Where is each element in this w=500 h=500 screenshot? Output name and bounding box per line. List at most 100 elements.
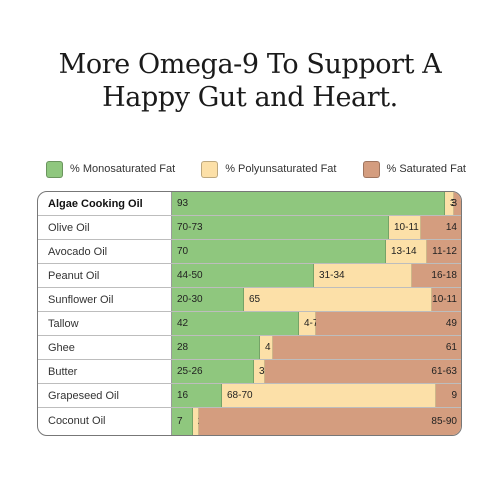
data-label-monosaturated: 16 — [177, 390, 189, 401]
bar-segment-saturated — [432, 288, 461, 312]
chart-title-line-1: More Omega-9 To Support A — [58, 49, 442, 80]
data-label-monosaturated: 28 — [177, 342, 189, 353]
bar-segment-monosaturated — [172, 240, 386, 264]
data-label-polyunsaturated: 65 — [249, 294, 261, 305]
legend-label-monosaturated: % Monosaturated Fat — [70, 163, 176, 175]
chart-row: Tallow 42 4-7 49 — [38, 312, 461, 336]
bar-segment-monosaturated — [172, 264, 314, 288]
data-label-monosaturated: 20-30 — [177, 294, 203, 305]
data-label-polyunsaturated: 31-34 — [319, 270, 345, 281]
row-label-separator — [171, 360, 172, 384]
bar-segment-polyunsaturated — [299, 312, 316, 336]
row-bars: 93 3 3 — [172, 192, 461, 216]
data-label-polyunsaturated: 4-7 — [304, 318, 319, 329]
bar-segment-polyunsaturated — [193, 408, 199, 435]
row-label-separator — [171, 192, 172, 216]
row-bars: 7285-90 — [172, 408, 461, 435]
bar-segment-polyunsaturated — [254, 360, 265, 384]
bar-segment-saturated — [265, 360, 461, 384]
bar-segment-polyunsaturated — [445, 192, 454, 216]
row-label: Avocado Oil — [48, 246, 108, 258]
bar-segment-polyunsaturated — [244, 288, 432, 312]
data-label-monosaturated: 44-50 — [177, 270, 203, 281]
row-divider — [38, 359, 461, 360]
row-label-separator — [171, 384, 172, 408]
bar-segment-polyunsaturated — [222, 384, 436, 408]
data-label-monosaturated: 25-26 — [177, 366, 203, 377]
row-label: Ghee — [48, 342, 75, 354]
legend-item-saturated: % Saturated Fat — [362, 160, 467, 178]
chart-row: Coconut Oil 7285-90 — [38, 408, 461, 435]
data-label-saturated: 3 — [451, 198, 457, 209]
chart-row: Sunflower Oil 20-30 65 10-11 — [38, 288, 461, 312]
row-label-separator — [171, 336, 172, 360]
bar-segment-polyunsaturated — [314, 264, 412, 288]
data-label-monosaturated: 70-73 — [177, 222, 203, 233]
row-label: Algae Cooking Oil — [48, 198, 143, 210]
legend-label-polyunsaturated: % Polyunsaturated Fat — [225, 163, 337, 175]
chart-title: More Omega-9 To Support A Happy Gut and … — [0, 48, 500, 114]
legend: % Monosaturated Fat % Polyunsaturated Fa… — [46, 158, 466, 180]
data-label-saturated: 10-11 — [432, 294, 457, 305]
bar-segment-saturated — [273, 336, 461, 360]
legend-swatch-monosaturated — [46, 160, 63, 178]
legend-item-monosaturated: % Monosaturated Fat — [46, 160, 176, 178]
data-label-saturated: 85-90 — [431, 416, 457, 427]
chart-row: Ghee 28 4 61 — [38, 336, 461, 360]
row-label: Coconut Oil — [48, 415, 106, 427]
row-bars: 16 68-70 9 — [172, 384, 461, 408]
row-divider — [38, 263, 461, 264]
row-label: Butter — [48, 366, 78, 378]
data-label-saturated: 9 — [451, 390, 457, 401]
row-label: Peanut Oil — [48, 270, 100, 282]
bar-segment-monosaturated — [172, 384, 222, 408]
data-label-saturated: 61 — [445, 342, 457, 353]
chart-title-line-2: Happy Gut and Heart. — [102, 82, 398, 113]
row-label: Olive Oil — [48, 222, 90, 234]
chart-row: Algae Cooking Oil 93 3 3 — [38, 192, 461, 216]
row-label: Tallow — [48, 318, 79, 330]
chart-row: Grapeseed Oil 16 68-70 9 — [38, 384, 461, 408]
data-label-polyunsaturated: 4 — [265, 342, 271, 353]
data-label-saturated: 16-18 — [431, 270, 457, 281]
data-label-monosaturated: 93 — [177, 198, 189, 209]
bar-segment-monosaturated — [172, 216, 389, 240]
bar-segment-monosaturated — [172, 312, 299, 336]
legend-swatch-polyunsaturated — [201, 160, 219, 178]
bar-segment-saturated — [199, 408, 461, 435]
row-divider — [38, 335, 461, 336]
data-label-polyunsaturated: 3 — [450, 198, 456, 209]
bar-segment-saturated — [454, 192, 461, 216]
bar-segment-saturated — [436, 384, 461, 408]
chart-row: Avocado Oil 70 13-14 11-12 — [38, 240, 461, 264]
legend-label-saturated: % Saturated Fat — [386, 163, 467, 175]
row-label-separator — [171, 408, 172, 435]
data-label-saturated: 61-63 — [431, 366, 457, 377]
row-divider — [38, 311, 461, 312]
data-label-saturated: 14 — [445, 222, 457, 233]
data-label-monosaturated: 7 — [177, 416, 183, 427]
data-label-saturated: 11-12 — [432, 246, 457, 257]
row-label-separator — [171, 288, 172, 312]
data-label-monosaturated: 70 — [177, 246, 189, 257]
bar-segment-polyunsaturated — [386, 240, 427, 264]
row-bars: 42 4-7 49 — [172, 312, 461, 336]
legend-item-polyunsaturated: % Polyunsaturated Fat — [201, 160, 337, 178]
bar-segment-monosaturated — [172, 408, 193, 435]
row-bars: 70 13-14 11-12 — [172, 240, 461, 264]
row-label-separator — [171, 264, 172, 288]
row-bars: 20-30 65 10-11 — [172, 288, 461, 312]
data-label-saturated: 49 — [445, 318, 457, 329]
bar-segment-saturated — [316, 312, 461, 336]
data-label-polyunsaturated: 13-14 — [391, 246, 417, 257]
row-divider — [38, 407, 461, 408]
row-label-separator — [171, 240, 172, 264]
row-label-separator — [171, 312, 172, 336]
bar-segment-polyunsaturated — [389, 216, 421, 240]
legend-swatch-saturated — [362, 160, 380, 178]
data-label-polyunsaturated: 10-11 — [394, 222, 419, 233]
row-label-separator — [171, 216, 172, 240]
chart-row: Peanut Oil 44-50 31-34 16-18 — [38, 264, 461, 288]
bar-segment-monosaturated — [172, 192, 445, 216]
row-label: Grapeseed Oil — [48, 390, 119, 402]
